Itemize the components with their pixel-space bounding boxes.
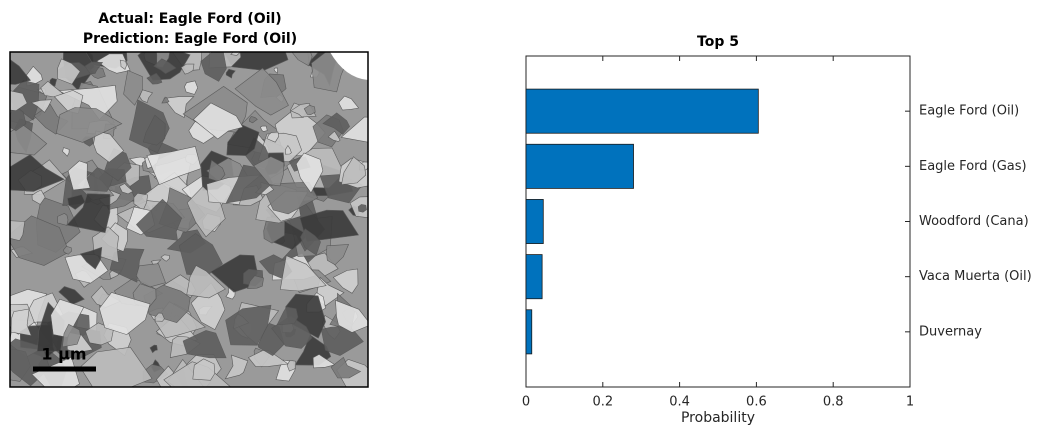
x-tick-label: 0.4 (669, 395, 690, 410)
y-tick-label: Eagle Ford (Gas) (919, 159, 1027, 174)
x-tick-label: 1 (906, 395, 914, 410)
x-axis-label: Probability (681, 410, 755, 425)
x-tick-label: 0.8 (823, 395, 844, 410)
y-tick-label: Woodford (Cana) (919, 214, 1029, 229)
bar (526, 255, 542, 299)
image-title: Actual: Eagle Ford (Oil) (98, 11, 281, 27)
bar (526, 199, 543, 243)
chart-title: Top 5 (697, 34, 739, 50)
bar (526, 89, 758, 133)
figure: Actual: Eagle Ford (Oil) Prediction: Eag… (0, 0, 1045, 425)
y-tick-label: Eagle Ford (Oil) (919, 104, 1019, 119)
bar (526, 144, 634, 188)
bar (526, 310, 532, 354)
x-tick-label: 0.6 (746, 395, 767, 410)
image-title: Prediction: Eagle Ford (Oil) (83, 31, 297, 47)
x-tick-label: 0 (522, 395, 530, 410)
scale-bar-label: 1 µm (41, 345, 86, 364)
grain (0, 221, 25, 241)
y-tick-label: Vaca Muerta (Oil) (919, 269, 1032, 284)
x-tick-label: 0.2 (592, 395, 613, 410)
y-tick-label: Duvernay (919, 324, 982, 339)
